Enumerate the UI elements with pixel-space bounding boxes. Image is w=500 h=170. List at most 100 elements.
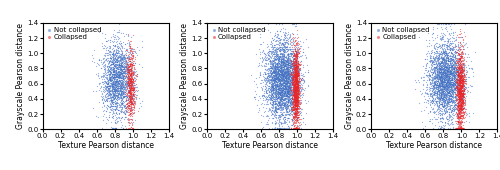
Not collapsed (113, 94, 121, 97)
Not collapsed (440, 81, 448, 84)
Not collapsed (274, 86, 282, 89)
Collapsed (459, 82, 467, 85)
Not collapsed (288, 90, 296, 93)
Not collapsed (109, 66, 117, 69)
Collapsed (456, 57, 464, 60)
Collapsed (292, 90, 300, 92)
Collapsed (130, 88, 138, 91)
Not collapsed (278, 82, 285, 85)
Collapsed (126, 88, 134, 91)
Not collapsed (116, 85, 124, 88)
Not collapsed (283, 97, 291, 99)
Not collapsed (446, 95, 454, 98)
Not collapsed (116, 64, 124, 67)
Not collapsed (268, 83, 276, 86)
Collapsed (291, 70, 299, 73)
Collapsed (456, 106, 464, 109)
Not collapsed (126, 80, 134, 83)
Not collapsed (283, 88, 291, 91)
Collapsed (124, 81, 132, 83)
Not collapsed (435, 90, 443, 92)
Collapsed (456, 83, 464, 85)
Collapsed (125, 73, 133, 76)
Not collapsed (296, 72, 304, 74)
Not collapsed (443, 65, 451, 68)
Collapsed (458, 92, 466, 95)
Not collapsed (282, 79, 290, 82)
Not collapsed (278, 51, 285, 54)
Not collapsed (450, 61, 458, 64)
Not collapsed (442, 108, 450, 110)
Collapsed (292, 88, 300, 90)
Not collapsed (268, 92, 276, 95)
Not collapsed (446, 46, 454, 49)
Collapsed (456, 92, 464, 95)
Not collapsed (118, 89, 126, 92)
Collapsed (291, 104, 299, 106)
Not collapsed (443, 98, 451, 101)
Not collapsed (268, 85, 276, 88)
Not collapsed (284, 58, 292, 61)
Not collapsed (290, 62, 298, 64)
Collapsed (456, 72, 464, 74)
Not collapsed (285, 74, 293, 77)
Collapsed (124, 56, 132, 59)
Collapsed (126, 73, 134, 76)
Not collapsed (446, 70, 454, 72)
Not collapsed (122, 93, 130, 95)
Not collapsed (292, 90, 300, 92)
Not collapsed (284, 105, 292, 108)
Not collapsed (431, 73, 439, 76)
Not collapsed (278, 89, 286, 92)
Not collapsed (104, 78, 112, 80)
Collapsed (454, 75, 462, 78)
Not collapsed (282, 106, 290, 109)
Not collapsed (282, 72, 290, 75)
Not collapsed (121, 112, 129, 114)
Not collapsed (447, 83, 455, 85)
Not collapsed (260, 79, 268, 81)
Not collapsed (439, 72, 447, 75)
Not collapsed (435, 54, 443, 57)
Not collapsed (274, 70, 282, 72)
Not collapsed (260, 28, 268, 30)
Not collapsed (102, 99, 110, 101)
Not collapsed (258, 51, 266, 53)
Collapsed (292, 72, 300, 75)
Collapsed (292, 62, 300, 64)
Not collapsed (436, 60, 444, 63)
Not collapsed (103, 39, 111, 42)
Not collapsed (437, 79, 445, 81)
Not collapsed (283, 104, 291, 106)
Collapsed (457, 69, 465, 72)
Collapsed (456, 112, 464, 115)
Not collapsed (271, 102, 279, 105)
Collapsed (292, 98, 300, 101)
Not collapsed (111, 43, 119, 46)
Not collapsed (98, 127, 106, 130)
Not collapsed (117, 116, 125, 119)
Collapsed (128, 117, 136, 120)
Not collapsed (264, 67, 272, 70)
Collapsed (458, 65, 466, 68)
Not collapsed (438, 96, 446, 99)
Not collapsed (446, 73, 454, 75)
Not collapsed (274, 90, 282, 92)
Not collapsed (276, 127, 284, 130)
Not collapsed (444, 100, 452, 103)
Not collapsed (261, 73, 269, 75)
Not collapsed (446, 97, 454, 100)
Not collapsed (292, 69, 300, 72)
Not collapsed (271, 84, 279, 87)
Not collapsed (272, 66, 280, 69)
Collapsed (455, 92, 463, 95)
Not collapsed (434, 76, 442, 79)
Not collapsed (456, 64, 464, 66)
Not collapsed (268, 85, 276, 88)
Not collapsed (291, 66, 299, 69)
Collapsed (288, 82, 296, 84)
Not collapsed (119, 68, 127, 71)
Not collapsed (114, 85, 122, 87)
Not collapsed (291, 85, 299, 88)
Not collapsed (430, 75, 438, 78)
